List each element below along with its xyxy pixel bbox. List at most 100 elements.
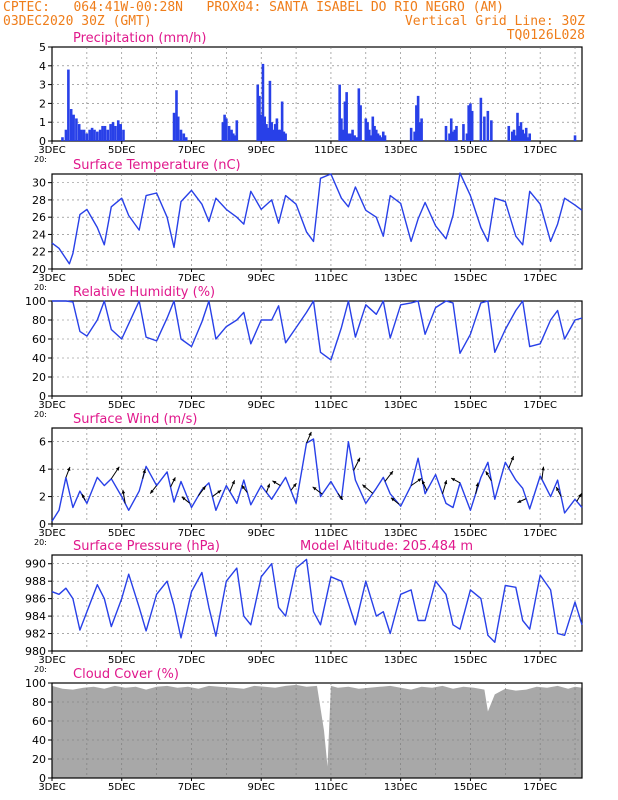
cloud-xtick-label: 17DEC (523, 782, 557, 793)
precipitation-bar (223, 114, 226, 141)
precipitation-bar (444, 125, 448, 141)
precipitation-bar (486, 110, 490, 141)
humidity-xtick-label: 7DEC (178, 400, 205, 411)
precipitation-bar (279, 129, 282, 141)
precipitation-bar (418, 122, 422, 141)
precipitation-xtick-label: 13DEC (384, 145, 418, 156)
precipitation-year-stub: 20: (34, 155, 47, 164)
precipitation-ytick-label: 4 (39, 60, 46, 73)
temperature-xtick-label: 11DEC (314, 273, 348, 284)
cloud-xtick-label: 15DEC (454, 782, 488, 793)
precipitation-bar (415, 105, 418, 141)
precipitation-bar (179, 129, 183, 141)
temperature-xtick-label: 3DEC (38, 273, 65, 284)
precipitation-bar (526, 137, 530, 141)
precipitation-bar (355, 137, 359, 141)
precipitation-xtick-label: 15DEC (454, 145, 488, 156)
precipitation-frame (51, 46, 583, 142)
precipitation-bar (528, 133, 531, 141)
precipitation-bar (265, 124, 268, 141)
wind-wind-arrowhead (308, 431, 312, 436)
wind-frame (51, 427, 583, 525)
precipitation-bar (176, 116, 180, 141)
wind-wind-arrowhead (172, 477, 176, 482)
wind-wind-arrowhead (231, 480, 235, 485)
precipitation-ytick-label: 1 (39, 116, 46, 129)
precipitation-bar (225, 118, 228, 141)
wind-series-line (51, 438, 583, 522)
precipitation-bar (383, 135, 387, 141)
precipitation-bar (455, 125, 458, 141)
precipitation-bar (409, 127, 413, 141)
cloud-ytick-label: 20 (32, 753, 46, 766)
pressure-ytick-label: 980 (25, 645, 46, 658)
precipitation-bar (277, 129, 280, 141)
precipitation-bar (96, 131, 99, 141)
temperature-xtick-label: 5DEC (108, 273, 135, 284)
wind-xtick-label: 7DEC (178, 528, 205, 539)
pressure-xtick-label: 17DEC (523, 655, 557, 666)
cloud-ytick-label: 100 (25, 677, 46, 690)
pressure-year-stub: 20: (34, 665, 47, 674)
precipitation-bar (75, 118, 78, 141)
cloud-frame (51, 682, 583, 779)
precipitation-bar (479, 97, 483, 141)
precipitation-bar (268, 80, 272, 141)
precipitation-bar (261, 63, 265, 141)
precipitation-bar (378, 135, 382, 141)
precipitation-bar (470, 110, 474, 141)
precipitation-bar (272, 129, 275, 141)
humidity-series-line (52, 300, 583, 361)
pressure-ytick-label: 986 (25, 593, 46, 606)
precipitation-bar (517, 125, 521, 141)
pressure-ytick-label: 988 (25, 575, 46, 588)
precipitation-bar (519, 122, 523, 141)
precipitation-bar (230, 129, 233, 141)
precipitation-bar (273, 124, 277, 141)
precipitation-bar (72, 114, 75, 141)
humidity-ytick-label: 20 (32, 371, 46, 384)
precipitation-xtick-label: 5DEC (108, 145, 135, 156)
wind-wind-arrowhead (339, 495, 343, 500)
wind-wind-arrowhead (443, 480, 448, 485)
pressure-series-line (51, 558, 583, 643)
cloud-ytick-label: 0 (39, 772, 46, 785)
precipitation-bar (184, 137, 188, 141)
precipitation-bar (172, 112, 176, 141)
precipitation-ytick-label: 3 (39, 79, 46, 92)
precipitation-bar (465, 133, 469, 141)
precipitation-bar (233, 135, 237, 141)
precipitation-xtick-label: 7DEC (178, 145, 205, 156)
precipitation-bar (258, 95, 261, 141)
wind-wind-arrowhead (510, 456, 514, 461)
precipitation-bar (111, 122, 115, 141)
precipitation-bar (85, 133, 89, 141)
cloud-area (52, 684, 582, 778)
precipitation-bar (263, 116, 266, 141)
precipitation-bar (448, 133, 451, 141)
wind-wind-arrowhead (417, 478, 422, 482)
wind-xtick-label: 3DEC (38, 528, 65, 539)
cloud-xtick-label: 7DEC (178, 782, 205, 793)
wind-wind-arrowhead (150, 489, 154, 494)
pressure-ytick-label: 984 (25, 610, 46, 623)
header-line-1: CPTEC: 064:41W-00:28N PROX04: SANTA ISAB… (3, 0, 504, 15)
precipitation-bar (106, 129, 110, 141)
wind-wind-arrowhead (142, 469, 146, 474)
wind-wind-arrowhead (389, 471, 393, 475)
precipitation-bar (182, 133, 186, 141)
precipitation-bar (369, 135, 373, 141)
header-line-2-right: Vertical Grid Line: 30Z (404, 14, 585, 29)
wind-ytick-label: 2 (39, 491, 46, 504)
precipitation-bar (259, 114, 263, 141)
humidity-xtick-label: 3DEC (38, 400, 65, 411)
humidity-xtick-label: 13DEC (384, 400, 418, 411)
humidity-xtick-label: 17DEC (523, 400, 557, 411)
precipitation-bar (467, 105, 470, 141)
precipitation-bar (380, 137, 383, 141)
precipitation-bar (512, 129, 516, 141)
precipitation-bar (77, 124, 81, 141)
pressure-xtick-label: 9DEC (248, 655, 275, 666)
humidity-title: Relative Humidity (%) (73, 285, 215, 300)
wind-xtick-label: 5DEC (108, 528, 135, 539)
